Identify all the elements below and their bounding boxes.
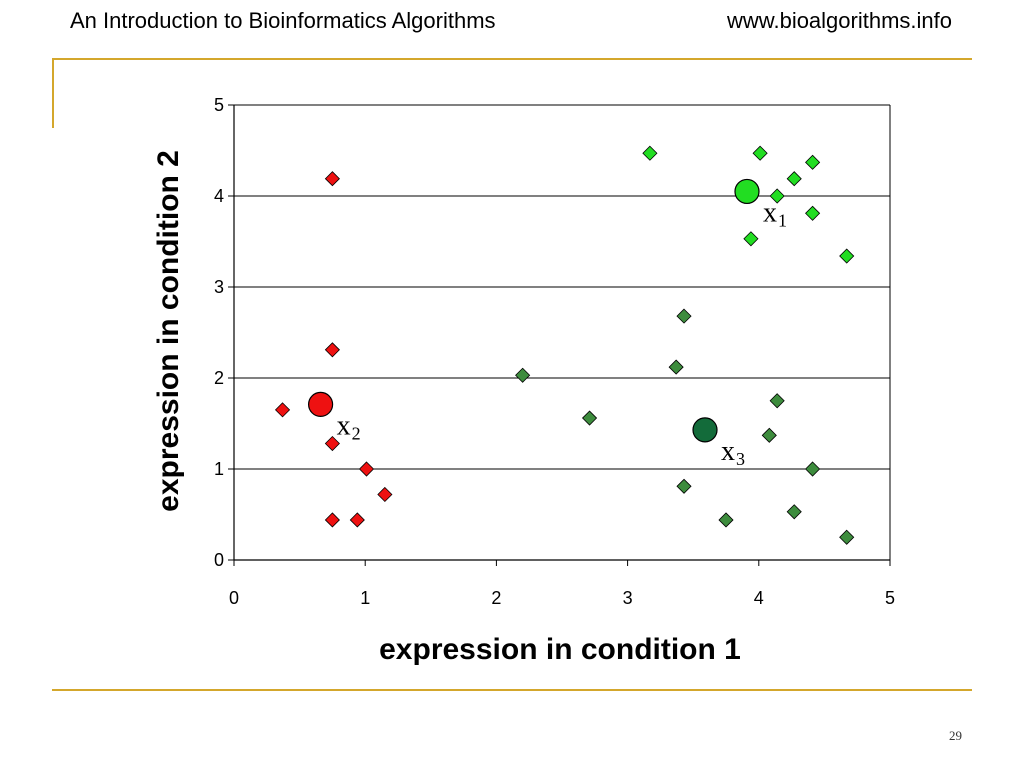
- scatter-point-cluster-2: [324, 512, 340, 528]
- header-title: An Introduction to Bioinformatics Algori…: [70, 8, 496, 33]
- scatter-point-cluster-1: [839, 248, 855, 264]
- y-tick-label: 5: [214, 95, 224, 115]
- centroid-marker: [307, 391, 334, 417]
- x-tick-label: 1: [360, 588, 370, 608]
- scatter-point-cluster-3: [676, 478, 692, 494]
- y-axis-title: expression in condition 2: [152, 150, 185, 512]
- x-axis-title: expression in condition 1: [379, 633, 741, 666]
- x-tick-label: 5: [885, 588, 895, 608]
- page-number: 29: [949, 728, 962, 743]
- scatter-point-cluster-3: [786, 504, 802, 520]
- bottom-divider: [52, 689, 972, 691]
- scatter-point-cluster-2: [377, 486, 393, 503]
- x-tick-label: 0: [229, 588, 239, 608]
- y-tick-label: 1: [214, 459, 224, 479]
- y-tick-label: 4: [214, 186, 224, 206]
- tick-labels: 0 1 2 3 4 5 0 1 2 3 4 5: [214, 95, 895, 608]
- scatter-point-cluster-2: [358, 461, 375, 477]
- header-website: www.bioalgorithms.info: [727, 8, 952, 33]
- scatter-point-cluster-1: [805, 205, 821, 221]
- left-accent-bar: [52, 58, 54, 128]
- scatter-point-cluster-2: [324, 342, 340, 358]
- scatter-point-cluster-3: [761, 427, 777, 443]
- scatter-point-cluster-1: [752, 145, 768, 161]
- centroid-label-subscript: 1: [778, 210, 787, 230]
- y-tick-label: 3: [214, 277, 224, 297]
- x-tick-label: 2: [491, 588, 501, 608]
- centroids: x 1x 2x 3: [307, 178, 787, 469]
- scatter-point-cluster-3: [515, 367, 531, 383]
- centroid-marker: [734, 178, 760, 205]
- y-tick-label: 2: [214, 368, 224, 388]
- scatter-point-cluster-3: [805, 461, 821, 477]
- x-tick-label: 4: [754, 588, 764, 608]
- scatter-point-cluster-2: [324, 171, 340, 187]
- scatter-point-cluster-1: [743, 231, 759, 247]
- scatter-point-cluster-1: [769, 188, 785, 204]
- scatter-point-cluster-3: [769, 393, 785, 409]
- y-tick-label: 0: [214, 550, 224, 570]
- scatter-point-cluster-3: [676, 308, 692, 324]
- scatter-point-cluster-2: [349, 512, 365, 528]
- axes: [228, 104, 891, 566]
- scatter-point-cluster-3: [839, 529, 855, 545]
- scatter-point-cluster-3: [581, 410, 598, 426]
- centroid-label-subscript: 3: [736, 449, 745, 469]
- scatter-point-cluster-2: [274, 402, 291, 418]
- top-divider: [52, 58, 972, 60]
- scatter-point-cluster-3: [718, 512, 734, 528]
- x-tick-label: 3: [623, 588, 633, 608]
- centroid-marker: [692, 417, 718, 443]
- scatter-point-cluster-1: [642, 145, 658, 161]
- scatter-point-cluster-3: [668, 359, 684, 375]
- centroid-label: x: [763, 197, 777, 228]
- centroid-label-subscript: 2: [352, 423, 361, 443]
- scatter-point-cluster-1: [805, 154, 821, 170]
- centroid-label: x: [337, 410, 351, 441]
- scatter-point-cluster-2: [324, 435, 340, 452]
- data-points: [274, 145, 855, 545]
- scatter-point-cluster-1: [786, 171, 802, 187]
- centroid-label: x: [721, 436, 735, 467]
